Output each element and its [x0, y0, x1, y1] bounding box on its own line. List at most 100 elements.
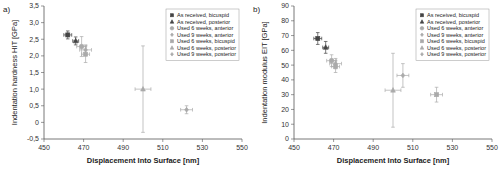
y-error-bar — [391, 53, 395, 127]
y-error-bar — [74, 37, 78, 45]
y-tick — [41, 122, 44, 123]
y-tick — [41, 22, 44, 23]
y-tick-label: 40 — [281, 76, 289, 83]
legend-marker — [420, 14, 423, 17]
legend-marker — [170, 46, 174, 49]
x-error-cap — [430, 93, 431, 97]
x-error-cap — [91, 48, 92, 52]
y-error-cap — [391, 127, 395, 128]
x-error-cap — [63, 33, 64, 37]
x-tick — [492, 139, 493, 142]
x-error-cap — [442, 93, 443, 97]
y-tick — [291, 79, 294, 80]
legend-label: Used 6 weeks, posterior — [427, 45, 486, 51]
x-axis-label: Displacement Into Surface [nm] — [87, 156, 200, 165]
x-error-cap — [79, 48, 80, 52]
y-tick — [41, 6, 44, 7]
y-error-bar — [84, 46, 88, 63]
y-error-cap — [141, 132, 145, 133]
x-tick — [294, 139, 295, 142]
y-error-cap — [334, 72, 338, 73]
legend-frame — [166, 9, 239, 61]
y-tick-label: 3,5 — [29, 2, 39, 9]
x-tick-label: 490 — [117, 144, 129, 151]
y-error-cap — [334, 58, 338, 59]
legend-label: Used 6 weeks, posterior — [177, 45, 236, 51]
point — [391, 88, 396, 93]
x-error-bar — [397, 74, 409, 78]
y-error-cap — [324, 41, 328, 42]
y-tick — [291, 109, 294, 110]
x-error-cap — [76, 45, 77, 49]
y-axis-label: Indentation modulus EIT [GPa] — [260, 21, 269, 123]
y-tick — [41, 72, 44, 73]
y-tick-label: 60 — [281, 47, 289, 54]
y-tick-label: 20 — [281, 106, 289, 113]
legend-marker — [421, 33, 424, 37]
y-tick — [291, 50, 294, 51]
legend-marker — [170, 20, 174, 23]
y-tick-label: 10 — [281, 121, 289, 128]
y-error-cap — [435, 102, 439, 103]
x-tick-label: 490 — [367, 144, 379, 151]
point — [73, 38, 78, 43]
x-error-cap — [328, 46, 329, 50]
y-tick-label: 50 — [281, 62, 289, 69]
y-tick-label: 0 — [285, 135, 289, 142]
x-error-bar — [323, 46, 329, 50]
y-error-cap — [185, 105, 189, 106]
y-error-cap — [84, 44, 88, 45]
x-error-cap — [408, 74, 409, 78]
y-error-bar — [324, 41, 328, 53]
x-error-bar — [181, 108, 193, 112]
x-tick — [452, 139, 453, 142]
x-axis-line — [294, 139, 492, 140]
legend-label: Used 9 weeks, anterior — [177, 32, 233, 38]
point — [435, 93, 439, 97]
y-error-bar — [66, 31, 70, 39]
y-tick-label: 30 — [281, 91, 289, 98]
x-axis-label: Displacement Into Surface [nm] — [337, 156, 450, 165]
x-error-cap — [331, 65, 332, 69]
chart-root: a)-0,500,51,01,52,02,53,03,5450470490510… — [0, 0, 500, 169]
panel: b)0102030405060708090450470490510530550D… — [253, 2, 498, 165]
y-error-cap — [401, 63, 405, 64]
x-tick — [242, 139, 243, 142]
point — [334, 65, 338, 69]
x-tick-label: 550 — [236, 144, 248, 151]
y-tick-label: 2,5 — [29, 36, 39, 43]
legend-marker — [420, 20, 424, 23]
x-tick-label: 510 — [157, 144, 169, 151]
legend-label: Used 6 weeks, anterior — [177, 25, 233, 31]
legend-frame — [416, 9, 489, 61]
y-tick — [41, 55, 44, 56]
legend-marker — [420, 46, 424, 49]
y-tick-label: 70 — [281, 32, 289, 39]
x-error-cap — [72, 39, 73, 43]
x-error-bar — [385, 88, 401, 92]
point — [316, 36, 320, 40]
x-tick-label: 470 — [328, 144, 340, 151]
y-tick-label: 1,0 — [29, 86, 39, 93]
x-error-bar — [82, 52, 90, 56]
legend-label: Used 9 weeks, posterior — [177, 51, 236, 57]
x-error-cap — [341, 62, 342, 66]
x-error-cap — [192, 108, 193, 112]
legend-marker — [170, 40, 173, 43]
y-tick — [291, 35, 294, 36]
x-error-bar — [135, 87, 151, 91]
y-tick-label: 3,0 — [29, 19, 39, 26]
legend-label: As received, posterior — [177, 19, 230, 25]
x-tick-label: 550 — [486, 144, 498, 151]
y-error-bar — [435, 87, 439, 102]
legend-label: As received, bicuspid — [427, 12, 479, 18]
y-tick — [291, 94, 294, 95]
legend-label: Used 6 weeks, bicuspid — [177, 38, 235, 44]
x-error-cap — [321, 37, 322, 41]
y-error-cap — [401, 87, 405, 88]
x-tick — [162, 139, 163, 142]
y-error-cap — [84, 45, 88, 46]
x-error-cap — [322, 46, 323, 50]
y-error-bar — [80, 37, 84, 57]
y-error-cap — [80, 36, 84, 37]
